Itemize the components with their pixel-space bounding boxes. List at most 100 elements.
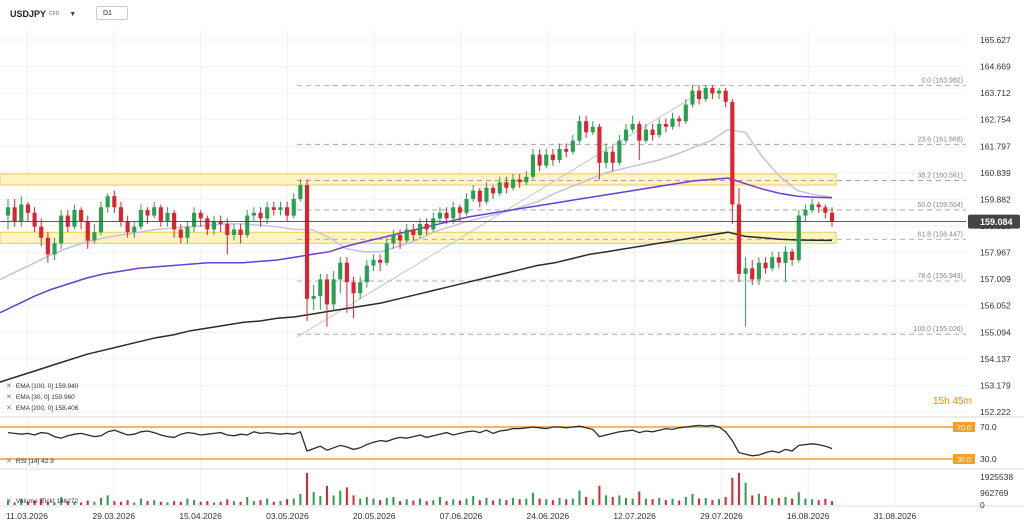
close-icon[interactable]: ✕ (6, 405, 12, 412)
y-tick-label: 159.882 (980, 194, 1011, 204)
candle-body (663, 124, 668, 127)
indicator-legend-ema100[interactable]: ✕ EMA [100, 0] 159.940 (6, 382, 79, 391)
candle-body (530, 154, 536, 177)
volume-bar (153, 500, 156, 505)
volume-bar (585, 497, 588, 505)
candle-body (45, 237, 50, 255)
y-tick-label: 154.137 (980, 354, 1011, 364)
volume-bar (53, 502, 56, 505)
fibonacci-label: 23.6 (161.868) (917, 136, 963, 143)
volume-bar (718, 499, 721, 505)
candle-body (52, 243, 57, 255)
volume-bar (80, 502, 83, 505)
candle-body (79, 210, 84, 222)
y-tick-label: 157.009 (980, 274, 1011, 284)
indicator-legend-ema200[interactable]: ✕ EMA [200, 0] 158.406 (6, 404, 78, 413)
candle-body (803, 210, 808, 216)
candle-body (391, 235, 396, 244)
candle-body (59, 215, 64, 244)
candle-body (231, 229, 236, 236)
volume-bar (385, 497, 388, 505)
volume-bar (339, 490, 342, 505)
candle-body (750, 268, 755, 280)
rsi-legend[interactable]: ✕ RSI [14] 42.9 (6, 457, 54, 466)
fibonacci-label: 38.2 (160.561) (917, 173, 963, 180)
volume-bar (824, 498, 827, 505)
candle-body (338, 262, 343, 280)
candle-body (205, 218, 210, 230)
candle-body (417, 223, 423, 236)
candle-body (491, 187, 496, 194)
candle-body (105, 196, 110, 208)
volume-bar (598, 485, 601, 505)
volume-bar (299, 493, 302, 505)
candle-body (577, 121, 582, 141)
volume-bar (478, 500, 481, 505)
candle-body (690, 90, 695, 105)
candle-body (351, 282, 356, 294)
candle-body (810, 204, 815, 211)
candle-body (132, 226, 137, 233)
volume-axis-label: 1925538 (980, 472, 1013, 482)
rsi-level-label: 30.0 (957, 457, 971, 464)
symbol-label: USDJPY (10, 9, 47, 19)
y-tick-label: 162.754 (980, 115, 1011, 125)
indicator-name: EMA [100, 0] (15, 382, 54, 390)
volume-bar (565, 499, 568, 505)
candle-body (790, 251, 795, 260)
candle-body (610, 151, 615, 163)
candle-body (590, 126, 595, 133)
candle-body (192, 212, 197, 227)
close-icon[interactable]: ✕ (6, 458, 12, 465)
volume-bar (100, 497, 103, 505)
close-icon[interactable]: ✕ (6, 394, 12, 401)
volume-bar (611, 497, 614, 505)
y-tick-label: 156.052 (980, 301, 1011, 311)
volume-bar (319, 496, 322, 505)
volume-bar (558, 497, 561, 505)
candle-body (98, 207, 104, 233)
candle-body (557, 148, 562, 161)
close-icon[interactable]: ✕ (6, 498, 12, 505)
price-zone (0, 173, 837, 186)
volume-bar (784, 497, 787, 505)
volume-bar (651, 499, 654, 505)
volume-bar (259, 500, 262, 505)
volume-legend[interactable]: ✕ Volume [Tick] 146272 (6, 497, 78, 506)
volume-bar (551, 500, 554, 505)
candle-body (5, 207, 11, 216)
candle-body (92, 232, 97, 241)
close-icon[interactable]: ✕ (6, 383, 12, 390)
candle-body (364, 265, 369, 283)
volume-bar (531, 492, 534, 505)
volume-bar (591, 499, 594, 505)
y-tick-label: 157.967 (980, 248, 1011, 258)
candle-body (311, 296, 316, 299)
timeframe-selector[interactable]: D1 (96, 6, 128, 20)
volume-bar (86, 500, 89, 505)
volume-bar (751, 495, 754, 505)
volume-bar (239, 501, 242, 505)
candle-body (331, 279, 336, 305)
volume-bar (771, 498, 774, 505)
volume-bar (724, 497, 727, 505)
volume-bar (7, 500, 9, 505)
volume-bar (704, 497, 707, 505)
y-tick-label: 160.839 (980, 168, 1011, 178)
indicator-name: EMA [200, 0] (15, 404, 54, 412)
volume-bar (438, 497, 441, 505)
volume-bar (73, 501, 76, 505)
x-tick-label: 11.03.2026 (6, 511, 48, 521)
indicator-value: 159.940 (54, 382, 79, 390)
candle-body (378, 259, 383, 263)
indicator-legend-ema30[interactable]: ✕ EMA [30, 0] 159.960 (6, 393, 75, 402)
volume-bar (179, 501, 182, 505)
x-tick-label: 29.03.2026 (93, 511, 136, 521)
y-tick-label: 152.222 (980, 407, 1011, 417)
symbol-selector[interactable]: USDJPY CFD ▼ (10, 6, 76, 22)
candle-body (198, 212, 203, 219)
volume-bar (472, 496, 475, 505)
volume-bar (644, 498, 647, 505)
candle-body (12, 207, 17, 222)
